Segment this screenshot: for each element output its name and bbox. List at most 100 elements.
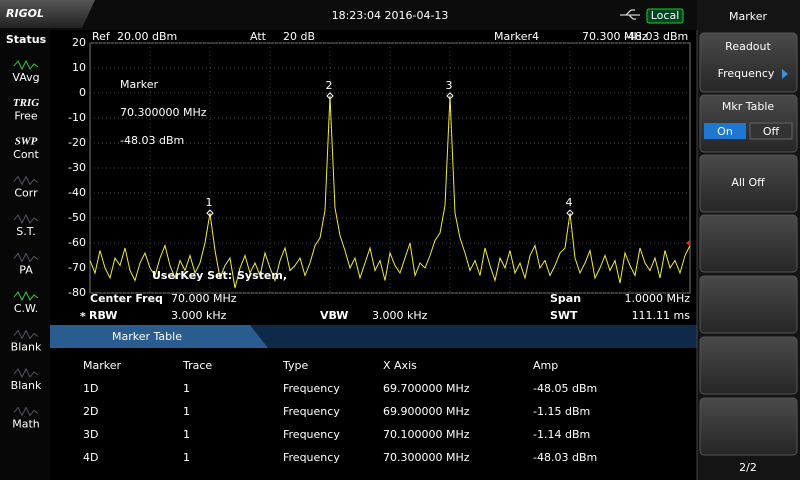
marker-readout: -48.03 dBm <box>120 134 184 147</box>
setting-value: 3.000 kHz <box>171 309 227 322</box>
marker-readout: 70.300000 MHz <box>120 106 207 119</box>
remote-status: Local <box>651 9 680 22</box>
toggle-on-label: On <box>717 125 733 138</box>
table-cell: Frequency <box>283 382 340 395</box>
marker-diamond <box>566 209 574 217</box>
setting-value: 111.11 ms <box>632 309 691 322</box>
trace <box>89 95 691 289</box>
menu-arrow <box>782 69 788 79</box>
y-tick-label: -30 <box>68 161 86 174</box>
status-icon <box>13 290 39 302</box>
y-tick-label: 10 <box>72 61 86 74</box>
usb-icon <box>620 9 640 20</box>
remote-box <box>646 8 684 24</box>
table-header: Amp <box>533 359 558 372</box>
setting-label: SWT <box>550 309 578 322</box>
table-cell: 69.900000 MHz <box>383 405 470 418</box>
table-cell: 70.300000 MHz <box>383 451 470 464</box>
marker-diamond <box>206 209 214 217</box>
table-cell: 3D <box>83 428 98 441</box>
marker-number: 2 <box>326 79 333 92</box>
status-icon <box>13 367 39 379</box>
table-cell: 1 <box>183 428 190 441</box>
status-tag: TRIG <box>13 97 39 109</box>
status-icon <box>13 213 39 225</box>
userkey-label: UserKey Set: <box>152 269 232 282</box>
table-cell: -48.05 dBm <box>533 382 597 395</box>
userkey-value: System, <box>237 269 287 282</box>
status-label: Cont <box>13 148 39 161</box>
y-tick-label: 0 <box>79 86 86 99</box>
table-header: Trace <box>182 359 212 372</box>
ref-label: Ref <box>92 30 111 43</box>
status-label: S.T. <box>16 225 35 238</box>
status-label: VAvg <box>12 71 39 84</box>
setting-value: 70.000 MHz <box>171 292 237 305</box>
y-tick-label: -70 <box>68 261 86 274</box>
table-cell: -1.15 dBm <box>533 405 590 418</box>
menu-label: Readout <box>725 40 771 53</box>
menu-label: All Off <box>731 176 765 189</box>
status-icon <box>13 329 39 340</box>
setting-value: 3.000 kHz <box>372 309 428 322</box>
marker-readout: Marker <box>120 78 158 91</box>
table-cell: 1 <box>183 405 190 418</box>
table-cell: 4D <box>83 451 98 464</box>
status-label: Blank <box>11 379 42 392</box>
menu-button <box>699 154 798 213</box>
setting-flag: * <box>80 310 86 323</box>
table-cell: Frequency <box>283 451 340 464</box>
att-label: Att <box>250 30 267 43</box>
table-cell: Frequency <box>283 405 340 418</box>
status-title: Status <box>6 33 47 46</box>
setting-value: 1.0000 MHz <box>624 292 690 305</box>
marker-diamond <box>326 92 334 100</box>
table-header: Type <box>282 359 308 372</box>
table-header: X Axis <box>383 359 417 372</box>
menu-value: Frequency <box>718 67 775 80</box>
menu-button <box>699 214 798 273</box>
table-cell: 1 <box>183 451 190 464</box>
status-label: Blank <box>11 341 42 354</box>
top-bar <box>0 0 697 30</box>
table-cell: -1.14 dBm <box>533 428 590 441</box>
y-tick-label: -60 <box>68 236 86 249</box>
y-tick-label: -10 <box>68 111 86 124</box>
toggle-off[interactable] <box>749 122 793 140</box>
ref-level: 20.00 dBm <box>117 30 177 43</box>
y-tick-label: -40 <box>68 186 86 199</box>
menu-title: Marker <box>729 10 767 23</box>
y-tick-label: -20 <box>68 136 86 149</box>
logo: RIGOL <box>6 7 44 20</box>
table-tab <box>50 325 268 348</box>
table-cell: Frequency <box>283 428 340 441</box>
table-cell: 69.700000 MHz <box>383 382 470 395</box>
menu-button <box>699 32 798 93</box>
marker-freq: 70.300 MHz <box>582 30 648 43</box>
status-icon <box>13 175 39 186</box>
menu-button <box>699 397 798 456</box>
table-cell: 70.100000 MHz <box>383 428 470 441</box>
toggle-off-label: Off <box>763 125 780 138</box>
setting-label: Span <box>550 292 581 305</box>
status-label: C.W. <box>14 302 38 315</box>
marker-diamond <box>446 92 454 100</box>
marker-number: 4 <box>566 196 573 209</box>
table-cell: 2D <box>83 405 98 418</box>
table-cell: -48.03 dBm <box>533 451 597 464</box>
setting-label: RBW <box>89 309 117 322</box>
toggle-on[interactable] <box>704 123 746 139</box>
status-icon <box>13 59 39 71</box>
status-icon <box>13 406 39 417</box>
status-icon <box>13 252 39 263</box>
marker-label: Marker4 <box>494 30 539 43</box>
marker-number: 1 <box>206 196 213 209</box>
menu-button <box>699 336 798 395</box>
ref-marker <box>686 240 690 246</box>
marker-amp: -48.03 dBm <box>624 30 688 43</box>
setting-label: VBW <box>320 309 348 322</box>
table-header: Marker <box>83 359 121 372</box>
status-label: Free <box>14 110 38 123</box>
